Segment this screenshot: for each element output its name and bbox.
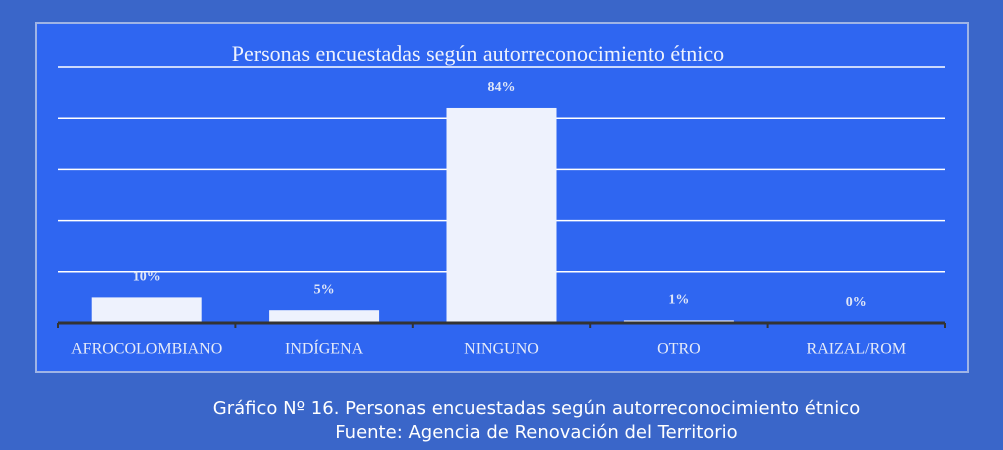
x-tick-label: RAIZAL/ROM xyxy=(807,341,907,358)
data-label: 1% xyxy=(668,293,689,308)
chart: Personas encuestadas según autorreconoci… xyxy=(35,22,969,373)
bar xyxy=(446,107,557,324)
x-tick-label: OTRO xyxy=(657,341,701,358)
bar xyxy=(269,310,380,323)
bar xyxy=(91,297,202,323)
x-tick-label: NINGUNO xyxy=(464,341,539,358)
x-tick-label: INDÍGENA xyxy=(285,339,364,358)
data-label: 10% xyxy=(133,270,161,285)
x-tick-label: AFROCOLOMBIANO xyxy=(71,341,222,358)
caption-line: Fuente: Agencia de Renovación del Territ… xyxy=(335,422,738,443)
data-label: 5% xyxy=(314,282,335,297)
chart-title: Personas encuestadas según autorreconoci… xyxy=(232,41,724,66)
data-label: 0% xyxy=(846,295,867,310)
caption-line: Gráfico Nº 16. Personas encuestadas segú… xyxy=(212,398,861,419)
data-label: 84% xyxy=(488,80,516,95)
